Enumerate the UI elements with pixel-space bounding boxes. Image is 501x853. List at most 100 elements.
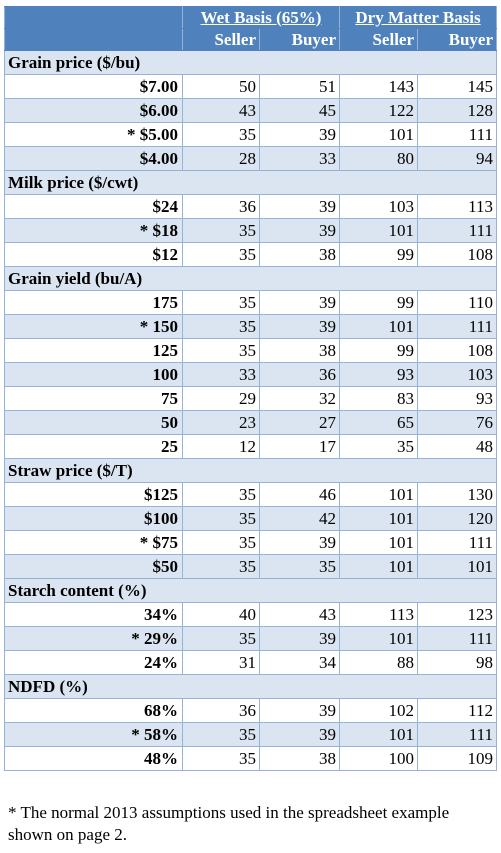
table-row: $100 35 42 101 120 [4,506,498,531]
row-label: 50 [4,410,183,435]
value-cell: 35 [182,530,260,555]
table-row: 75 29 32 83 93 [4,386,498,411]
header-dry-buyer: Buyer [417,28,498,51]
value-cell: 101 [339,482,419,507]
table-row: $125 35 46 101 130 [4,482,498,507]
table-row: $24 36 39 103 113 [4,194,498,219]
value-cell: 35 [182,122,260,147]
table-row: * 29% 35 39 101 111 [4,626,498,651]
value-cell: 143 [339,74,419,99]
value-cell: 35 [182,314,260,339]
value-cell: 35 [182,242,260,267]
section-title: Grain price ($/bu) [3,50,498,75]
table-header: Wet Basis (65%) Dry Matter Basis Seller … [4,6,498,51]
row-label: 24% [4,650,183,675]
value-cell: 46 [258,482,341,507]
row-label: * 58% [4,722,183,747]
row-label: * 29% [4,626,183,651]
value-cell: 108 [417,338,498,363]
section-header-row: Starch content (%) [3,578,498,603]
header-wet-buyer: Buyer [258,28,341,51]
value-cell: 93 [339,362,419,387]
value-cell: 38 [258,242,341,267]
table-row: * $5.00 35 39 101 111 [4,122,498,147]
value-cell: 101 [339,530,419,555]
table-row: 34% 40 43 113 123 [4,602,498,627]
section-title: Grain yield (bu/A) [3,266,498,291]
value-cell: 112 [417,698,498,723]
table-row: 50 23 27 65 76 [4,410,498,435]
value-cell: 38 [258,746,341,771]
row-label: 125 [4,338,183,363]
table-row: * $75 35 39 101 111 [4,530,498,555]
value-cell: 35 [182,218,260,243]
value-cell: 39 [258,290,341,315]
value-cell: 111 [417,122,498,147]
value-cell: 111 [417,218,498,243]
value-cell: 39 [258,194,341,219]
value-cell: 110 [417,290,498,315]
value-cell: 35 [182,338,260,363]
value-cell: 51 [258,74,341,99]
table-row: 175 35 39 99 110 [4,290,498,315]
value-cell: 39 [258,314,341,339]
value-cell: 36 [182,194,260,219]
value-cell: 102 [339,698,419,723]
value-cell: 39 [258,218,341,243]
value-cell: 43 [182,98,260,123]
value-cell: 108 [417,242,498,267]
table-row: 125 35 38 99 108 [4,338,498,363]
section-title: Milk price ($/cwt) [3,170,498,195]
table-row: * 150 35 39 101 111 [4,314,498,339]
value-cell: 27 [258,410,341,435]
value-cell: 35 [182,506,260,531]
value-cell: 130 [417,482,498,507]
value-cell: 35 [182,722,260,747]
value-cell: 145 [417,74,498,99]
value-cell: 88 [339,650,419,675]
header-dry-basis: Dry Matter Basis [339,6,498,29]
value-cell: 113 [339,602,419,627]
value-cell: 122 [339,98,419,123]
row-label: $50 [4,554,183,579]
value-cell: 33 [182,362,260,387]
value-cell: 48 [417,434,498,459]
value-cell: 111 [417,530,498,555]
value-cell: 35 [182,626,260,651]
value-cell: 113 [417,194,498,219]
value-cell: 101 [339,626,419,651]
section-header-row: Grain yield (bu/A) [3,266,498,291]
value-cell: 17 [258,434,341,459]
value-cell: 39 [258,722,341,747]
table-row: $12 35 38 99 108 [4,242,498,267]
value-cell: 101 [339,554,419,579]
value-cell: 94 [417,146,498,171]
value-cell: 36 [182,698,260,723]
value-cell: 33 [258,146,341,171]
value-cell: 35 [339,434,419,459]
sensitivity-table: Wet Basis (65%) Dry Matter Basis Seller … [3,6,498,771]
value-cell: 101 [339,722,419,747]
section-title: Straw price ($/T) [3,458,498,483]
value-cell: 35 [182,554,260,579]
value-cell: 36 [258,362,341,387]
value-cell: 12 [182,434,260,459]
value-cell: 42 [258,506,341,531]
table-row: 68% 36 39 102 112 [4,698,498,723]
value-cell: 93 [417,386,498,411]
table-row: $7.00 50 51 143 145 [4,74,498,99]
value-cell: 34 [258,650,341,675]
row-label: $4.00 [4,146,183,171]
footnote: * The normal 2013 assumptions used in th… [8,803,450,844]
row-label: 100 [4,362,183,387]
row-label: $12 [4,242,183,267]
row-label: $6.00 [4,98,183,123]
section-header-row: Grain price ($/bu) [3,50,498,75]
value-cell: 101 [339,218,419,243]
value-cell: 101 [339,506,419,531]
value-cell: 65 [339,410,419,435]
row-label: 175 [4,290,183,315]
section-title: Starch content (%) [3,578,498,603]
value-cell: 76 [417,410,498,435]
value-cell: 99 [339,338,419,363]
